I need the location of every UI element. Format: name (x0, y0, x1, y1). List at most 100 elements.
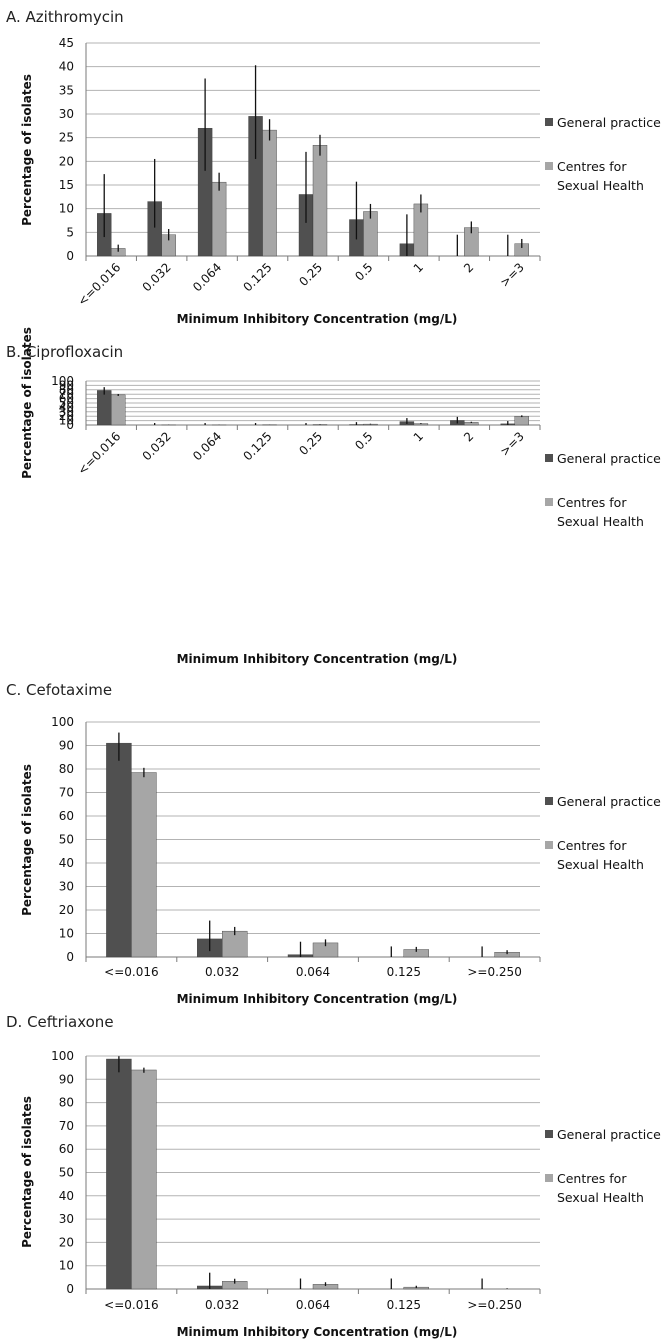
y-tick-label: 45 (59, 36, 74, 50)
legend-label: General practice (557, 451, 661, 466)
legend-label: Centres for (557, 159, 627, 174)
legend-label: General practice (557, 794, 661, 809)
y-tick-label: 30 (59, 107, 74, 121)
x-tick-label: 0.125 (240, 260, 274, 294)
x-tick-label: 2 (461, 260, 476, 275)
y-tick-label: 50 (59, 396, 74, 410)
y-tick-label: 20 (59, 154, 74, 168)
y-tick-label: 90 (59, 1072, 74, 1086)
bar-centres-sexual-health (514, 416, 529, 426)
x-tick-label: 0.032 (140, 429, 174, 463)
legend-label: Centres for (557, 1171, 627, 1186)
legend-swatch (545, 118, 553, 126)
legend-swatch (545, 1174, 553, 1182)
x-axis-label: Minimum Inhibitory Concentration (mg/L) (177, 1325, 458, 1339)
y-axis-label: Percentage of isolates (20, 1096, 34, 1248)
y-tick-label: 80 (59, 383, 74, 397)
y-tick-label: 80 (59, 1096, 74, 1110)
x-axis-label: Minimum Inhibitory Concentration (mg/L) (177, 992, 458, 1006)
y-tick-label: 15 (59, 178, 74, 192)
x-tick-label: <=0.016 (75, 260, 123, 308)
legend-label: Centres for (557, 838, 627, 853)
legend-label: Sexual Health (557, 857, 644, 872)
x-tick-label: 0.25 (296, 260, 325, 289)
bar-centres-sexual-health (312, 145, 328, 257)
legend-swatch (545, 498, 553, 506)
chart-panel-3: C. Cefotaxime 0 10 20 30 40 50 60 70 80 90 100 Perce… (6, 681, 661, 1006)
y-tick-label: 90 (59, 739, 74, 753)
y-tick-label: 50 (59, 833, 74, 847)
bars: <=0.016 0.032 0.064 0.125 >=0.250 (85, 732, 541, 979)
legend-swatch (545, 162, 553, 170)
x-tick-label: <=0.016 (104, 965, 158, 979)
x-tick-label: >=0.250 (467, 1298, 521, 1312)
y-axis-label: Percentage of isolates (20, 327, 34, 479)
bar-centres-sexual-health (211, 181, 227, 257)
legend-swatch (545, 1130, 553, 1138)
x-tick-label: 0.064 (190, 429, 224, 463)
x-tick-label: >=3 (497, 429, 527, 459)
x-tick-label: 0.5 (352, 429, 375, 452)
y-axis: 0 5 10 15 20 25 30 35 40 45 (59, 36, 540, 263)
y-tick-label: 100 (51, 1049, 74, 1063)
legend-label: General practice (557, 115, 661, 130)
legend-label: Centres for (557, 495, 627, 510)
y-tick-label: 90 (59, 378, 74, 392)
y-tick-label: 20 (59, 1235, 74, 1249)
y-tick-label: 30 (59, 405, 74, 419)
x-tick-label: 0.064 (296, 1298, 330, 1312)
y-tick-label: 5 (66, 225, 74, 239)
bar-centres-sexual-health (131, 772, 157, 958)
bar-centres-sexual-health (262, 129, 277, 257)
y-tick-label: 10 (59, 414, 74, 428)
chart-title: C. Cefotaxime (6, 681, 112, 699)
x-tick-label: 0.064 (296, 965, 330, 979)
y-axis-label: Percentage of isolates (20, 764, 34, 916)
legend-label: Sexual Health (557, 178, 644, 193)
legend-label: Sexual Health (557, 514, 644, 529)
y-tick-label: 25 (59, 131, 74, 145)
y-tick-label: 0 (66, 950, 74, 964)
x-tick-label: <=0.016 (104, 1298, 158, 1312)
x-tick-label: 1 (411, 260, 426, 275)
x-tick-label: 0.032 (205, 965, 239, 979)
bars: <=0.016 0.032 0.064 0.125 0.25 0.5 1 2 >=3 (75, 65, 541, 309)
y-tick-label: 20 (59, 409, 74, 423)
bar-general-practice (106, 1058, 132, 1290)
y-axis: 0 10 20 30 40 50 60 70 80 90 100 (51, 1049, 540, 1296)
y-tick-label: 60 (59, 809, 74, 823)
chart-panel-4: D. Ceftriaxone 0 10 20 30 40 50 60 70 80 90 100 Perc… (6, 1013, 661, 1339)
bar-general-practice (106, 742, 132, 958)
x-tick-label: >=0.250 (467, 965, 521, 979)
legend: General practice Centres for Sexual Health (545, 794, 661, 872)
x-axis-label: Minimum Inhibitory Concentration (mg/L) (177, 652, 458, 666)
y-tick-label: 70 (59, 786, 74, 800)
legend-swatch (545, 841, 553, 849)
y-tick-label: 80 (59, 762, 74, 776)
y-tick-label: 0 (66, 249, 74, 263)
x-axis-label: Minimum Inhibitory Concentration (mg/L) (177, 312, 458, 326)
y-tick-label: 40 (59, 400, 74, 414)
legend: General practice Centres for Sexual Health (545, 115, 661, 193)
legend-swatch (545, 797, 553, 805)
y-tick-label: 100 (51, 374, 74, 388)
y-tick-label: 0 (66, 418, 74, 432)
y-tick-label: 40 (59, 60, 74, 74)
y-tick-label: 20 (59, 903, 74, 917)
legend: General practice Centres for Sexual Health (545, 451, 661, 529)
y-tick-label: 40 (59, 1189, 74, 1203)
chart-title: D. Ceftriaxone (6, 1013, 114, 1031)
x-tick-label: 0.032 (205, 1298, 239, 1312)
x-tick-label: 0.125 (240, 429, 274, 463)
y-tick-label: 60 (59, 1142, 74, 1156)
chart-panel-1: A. Azithromycin 0 5 10 15 20 25 30 35 40 45 Percent… (6, 8, 661, 326)
chart-title: A. Azithromycin (6, 8, 124, 26)
legend: General practice Centres for Sexual Health (545, 1127, 661, 1205)
chart-title: B. Ciprofloxacin (6, 343, 123, 361)
x-tick-label: 2 (461, 429, 476, 444)
bar-centres-sexual-health (221, 930, 248, 958)
legend-label: General practice (557, 1127, 661, 1142)
x-tick-label: 0.25 (296, 429, 325, 458)
y-axis-label: Percentage of isolates (20, 74, 34, 226)
